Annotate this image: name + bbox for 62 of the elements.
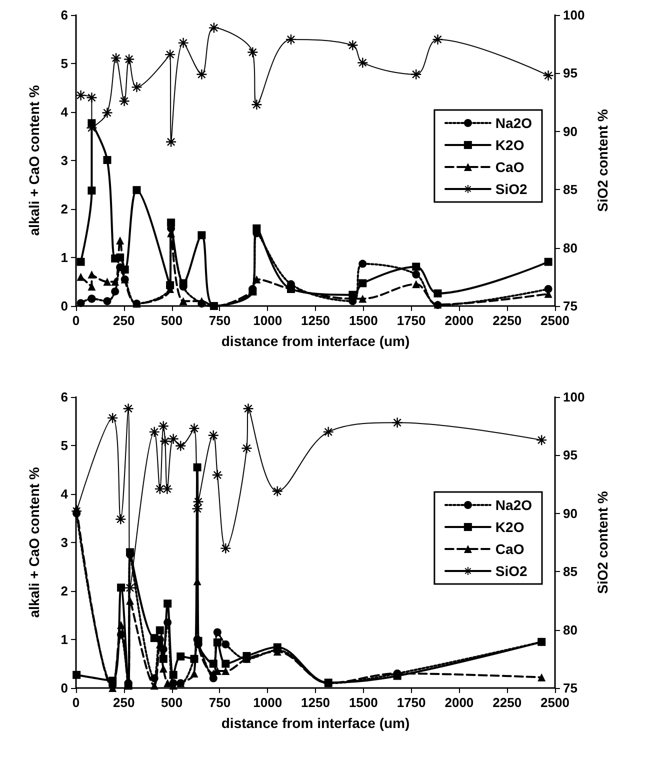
x-tick-label: 2000 xyxy=(444,695,474,710)
y2-tick-label: 80 xyxy=(563,240,578,256)
y-tick-label: 3 xyxy=(60,535,68,550)
legend-label: SiO2 xyxy=(495,181,528,197)
x-tick-label: 0 xyxy=(72,313,80,328)
legend-label: CaO xyxy=(495,159,524,175)
y-tick-label: 1 xyxy=(60,250,68,265)
x-tick-label: 1000 xyxy=(253,695,282,710)
y2-tick-label: 90 xyxy=(563,506,578,521)
y-tick-label: 6 xyxy=(60,8,68,22)
y2-tick-label: 90 xyxy=(563,124,578,139)
x-axis-title: distance from interface (um) xyxy=(221,333,410,349)
y2-tick-label: 85 xyxy=(563,564,578,580)
y-tick-label: 6 xyxy=(60,390,68,404)
y2-tick-label: 95 xyxy=(563,66,578,81)
x-tick-label: 2250 xyxy=(492,695,522,710)
x-tick-label: 500 xyxy=(160,313,183,328)
x-tick-label: 250 xyxy=(113,695,135,710)
x-tick-label: 500 xyxy=(160,695,183,710)
x-tick-label: 2000 xyxy=(444,313,474,328)
x-tick-label: 1750 xyxy=(396,695,426,710)
x-tick-label: 1000 xyxy=(253,313,282,328)
x-tick-label: 1500 xyxy=(348,695,378,710)
y-axis-title: alkali + CaO content % xyxy=(26,84,42,236)
y-tick-label: 0 xyxy=(60,298,68,314)
x-tick-label: 2500 xyxy=(540,695,570,710)
legend-label: SiO2 xyxy=(495,563,528,579)
x-tick-label: 0 xyxy=(72,695,80,710)
legend-label: K2O xyxy=(495,519,524,535)
y-tick-label: 0 xyxy=(60,680,68,696)
y-tick-label: 5 xyxy=(60,56,68,71)
x-tick-label: 1250 xyxy=(301,695,330,710)
y-axis-title: alkali + CaO content % xyxy=(26,466,42,618)
x-tick-label: 2500 xyxy=(540,313,570,328)
legend-label: Na2O xyxy=(495,115,532,131)
y-tick-label: 4 xyxy=(60,104,69,120)
x-tick-label: 1750 xyxy=(396,313,426,328)
y-tick-label: 3 xyxy=(60,153,68,168)
y2-axis-title: SiO2 content % xyxy=(594,108,611,212)
y2-tick-label: 75 xyxy=(563,298,578,314)
y2-tick-label: 100 xyxy=(563,390,585,404)
y-tick-label: 4 xyxy=(60,486,69,502)
y-tick-label: 5 xyxy=(60,438,68,453)
legend-label: K2O xyxy=(495,137,524,153)
x-tick-label: 1250 xyxy=(301,313,330,328)
x-tick-label: 750 xyxy=(208,695,231,710)
y2-axis-title: SiO2 content % xyxy=(594,490,611,594)
y2-tick-label: 75 xyxy=(563,680,578,696)
x-axis-title: distance from interface (um) xyxy=(221,715,410,731)
y2-tick-label: 100 xyxy=(563,8,585,22)
y2-tick-label: 85 xyxy=(563,182,578,198)
x-tick-label: 250 xyxy=(113,313,135,328)
x-tick-label: 2250 xyxy=(492,313,522,328)
y2-tick-label: 95 xyxy=(563,448,578,463)
y-tick-label: 2 xyxy=(60,202,68,216)
x-tick-label: 1500 xyxy=(348,313,378,328)
legend-label: CaO xyxy=(495,541,524,557)
x-tick-label: 750 xyxy=(208,313,231,328)
legend-label: Na2O xyxy=(495,497,532,513)
y-tick-label: 1 xyxy=(60,632,68,647)
y2-tick-label: 80 xyxy=(563,622,578,638)
y-tick-label: 2 xyxy=(60,584,68,598)
